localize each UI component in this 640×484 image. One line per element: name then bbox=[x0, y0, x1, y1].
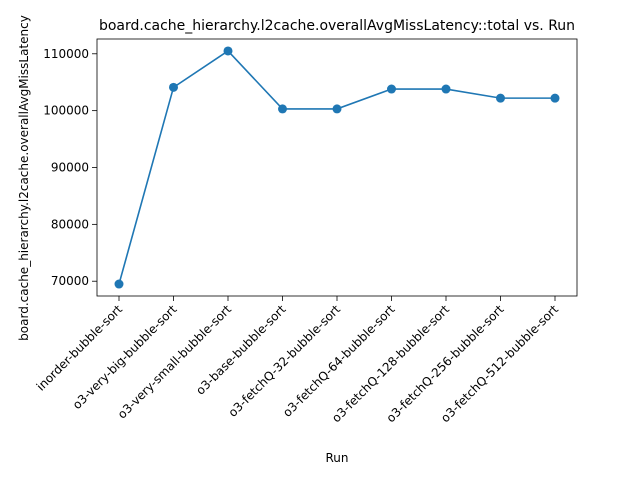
y-axis-label: board.cache_hierarchy.l2cache.overallAvg… bbox=[17, 15, 31, 341]
x-tick-label: o3-very-big-bubble-sort bbox=[70, 302, 180, 412]
plot-area: 700008000090000100000110000inorder-bubbl… bbox=[34, 38, 578, 425]
axes-frame bbox=[96, 38, 578, 297]
y-tick-label: 90000 bbox=[51, 161, 89, 175]
x-tick-label: o3-fetchQ-256-bubble-sort bbox=[384, 302, 507, 425]
data-point bbox=[114, 279, 124, 289]
y-tick-label: 80000 bbox=[51, 217, 89, 231]
y-tick-label: 110000 bbox=[43, 47, 89, 61]
x-tick-label: o3-base-bubble-sort bbox=[193, 302, 289, 398]
data-point bbox=[332, 104, 342, 114]
x-tick-label: o3-fetchQ-32-bubble-sort bbox=[226, 302, 344, 420]
data-point bbox=[278, 104, 287, 114]
x-tick-label: o3-fetchQ-64-bubble-sort bbox=[280, 302, 398, 420]
y-tick-label: 100000 bbox=[43, 104, 89, 118]
x-tick-label: o3-fetchQ-128-bubble-sort bbox=[329, 302, 452, 425]
x-tick-label: o3-very-small-bubble-sort bbox=[115, 302, 234, 421]
series-line bbox=[118, 49, 555, 285]
x-axis-label: Run bbox=[325, 451, 348, 465]
data-point bbox=[496, 93, 505, 103]
data-point bbox=[387, 84, 396, 94]
data-point bbox=[441, 84, 451, 94]
data-point bbox=[223, 46, 233, 56]
data-point bbox=[550, 93, 560, 103]
y-tick-label: 70000 bbox=[51, 274, 89, 288]
x-tick-label: o3-fetchQ-512-bubble-sort bbox=[438, 302, 561, 425]
data-point bbox=[169, 82, 178, 92]
chart-title: board.cache_hierarchy.l2cache.overallAvg… bbox=[99, 18, 575, 34]
